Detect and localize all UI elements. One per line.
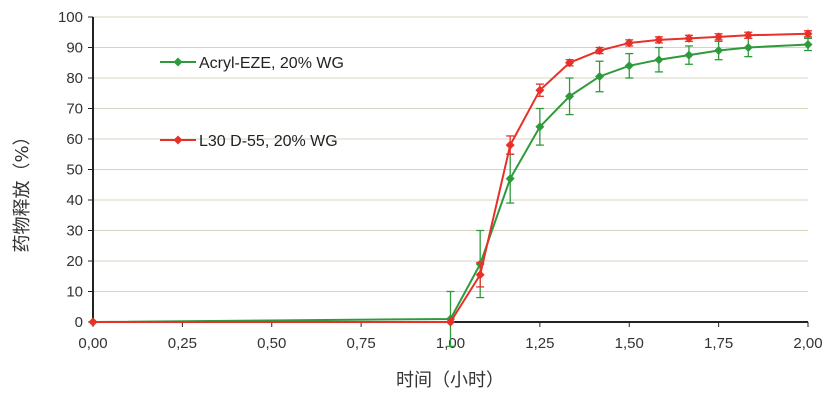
data-point <box>505 174 515 184</box>
series-2 <box>88 29 813 327</box>
data-point <box>624 38 634 48</box>
series-line <box>92 43 809 323</box>
legend-marker <box>173 135 183 145</box>
data-point <box>743 43 753 52</box>
x-tick-label: 1,75 <box>704 335 733 352</box>
y-axis-title: 药物释放（%） <box>12 127 33 252</box>
y-tick-label: 60 <box>66 131 83 148</box>
y-tick-label: 50 <box>66 162 83 179</box>
data-point <box>565 58 575 68</box>
axis-layer: 0 10 20 30 40 50 60 70 80 90 100 0,00 0,25 0,50 0,75 1,… <box>58 9 823 352</box>
series-line <box>93 32 809 323</box>
y-tick-label: 20 <box>66 253 83 270</box>
data-point <box>88 317 98 327</box>
x-axis-title: 时间（小时） <box>396 370 504 391</box>
y-tick-label: 30 <box>66 223 83 240</box>
legend-label: Acryl-EZE, 20% WG <box>199 55 344 72</box>
data-point <box>595 46 605 56</box>
y-tick-label: 100 <box>58 9 83 26</box>
data-point <box>595 71 605 81</box>
x-tick-label: 1,25 <box>525 335 554 352</box>
data-point <box>803 39 813 49</box>
data-point <box>535 85 545 95</box>
data-point <box>714 46 724 56</box>
legend-marker <box>173 57 183 67</box>
y-tick-label: 40 <box>66 192 83 209</box>
y-tick-label: 70 <box>66 101 83 118</box>
data-point <box>624 61 634 71</box>
y-tick-label: 90 <box>66 40 83 57</box>
data-point <box>684 50 694 60</box>
x-tick-label: 0,50 <box>257 335 286 352</box>
x-tick-label: 2,00 <box>793 335 822 352</box>
y-tick-label: 10 <box>66 284 83 301</box>
data-point <box>654 55 664 65</box>
data-point <box>505 140 515 150</box>
legend-item-2: L30 D-55, 20% WG <box>160 133 338 150</box>
y-tick-label: 0 <box>75 314 83 331</box>
grid-layer <box>93 16 808 292</box>
data-point <box>714 32 724 42</box>
legend-item-1: Acryl-EZE, 20% WG <box>160 55 344 72</box>
data-point <box>565 91 575 101</box>
data-point <box>446 317 455 327</box>
x-tick-label: 0,25 <box>168 335 197 352</box>
data-point <box>743 30 753 40</box>
series-layer <box>88 29 813 348</box>
legend: Acryl-EZE, 20% WG L30 D-55, 20% WG <box>160 55 344 150</box>
data-point <box>684 33 694 43</box>
x-tick-label: 0,00 <box>78 335 107 352</box>
data-point <box>475 270 485 280</box>
data-point <box>535 122 545 132</box>
data-point <box>803 29 813 39</box>
series-1 <box>88 37 813 348</box>
legend-label: L30 D-55, 20% WG <box>199 133 338 150</box>
y-tick-label: 80 <box>66 70 83 87</box>
x-tick-label: 0,75 <box>347 335 376 352</box>
data-point <box>654 35 664 45</box>
x-tick-label: 1,50 <box>615 335 644 352</box>
